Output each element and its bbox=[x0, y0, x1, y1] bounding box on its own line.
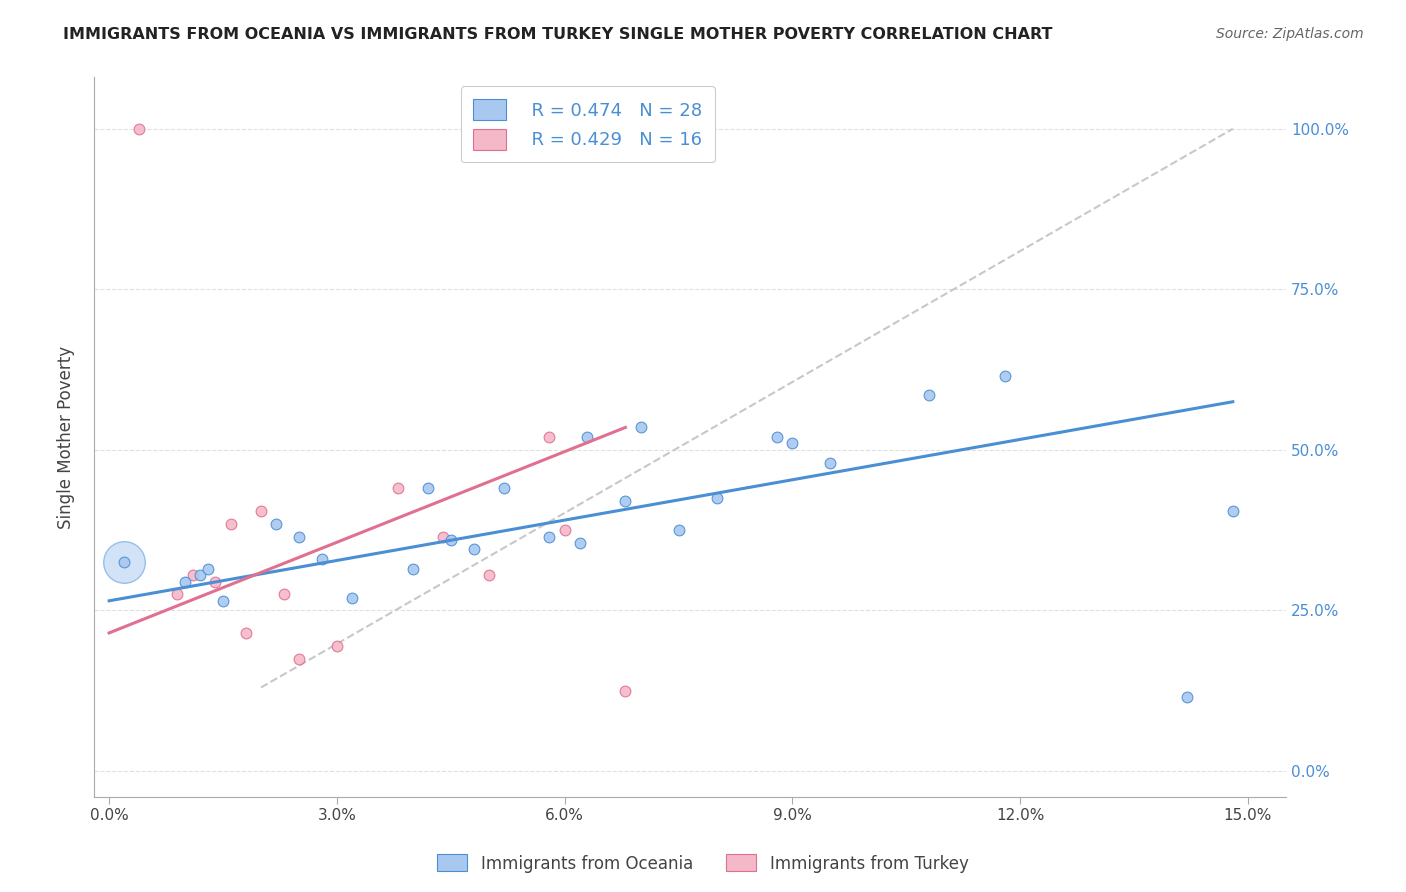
Point bbox=[112, 555, 135, 569]
Y-axis label: Single Mother Poverty: Single Mother Poverty bbox=[58, 345, 75, 529]
Point bbox=[112, 555, 135, 569]
Point bbox=[181, 568, 204, 582]
Point bbox=[402, 562, 425, 576]
Point bbox=[250, 504, 273, 518]
Point bbox=[174, 574, 197, 589]
Point bbox=[820, 456, 842, 470]
Point bbox=[492, 482, 515, 496]
Legend:   R = 0.474   N = 28,   R = 0.429   N = 16: R = 0.474 N = 28, R = 0.429 N = 16 bbox=[461, 87, 714, 162]
Point bbox=[288, 651, 311, 665]
Point bbox=[416, 482, 439, 496]
Point bbox=[1175, 690, 1198, 705]
Point bbox=[766, 430, 789, 444]
Point bbox=[463, 542, 485, 557]
Point bbox=[212, 594, 235, 608]
Point bbox=[340, 591, 363, 605]
Point bbox=[432, 530, 454, 544]
Text: IMMIGRANTS FROM OCEANIA VS IMMIGRANTS FROM TURKEY SINGLE MOTHER POVERTY CORRELAT: IMMIGRANTS FROM OCEANIA VS IMMIGRANTS FR… bbox=[63, 27, 1053, 42]
Point bbox=[288, 530, 311, 544]
Point bbox=[918, 388, 941, 402]
Point bbox=[706, 491, 728, 505]
Point bbox=[614, 494, 637, 508]
Point bbox=[326, 639, 349, 653]
Point bbox=[782, 436, 804, 450]
Point bbox=[1222, 504, 1244, 518]
Point bbox=[311, 552, 333, 566]
Point bbox=[440, 533, 463, 547]
Point bbox=[614, 683, 637, 698]
Point bbox=[128, 121, 150, 136]
Point bbox=[994, 369, 1017, 384]
Point bbox=[554, 523, 576, 537]
Point bbox=[166, 587, 188, 601]
Point bbox=[273, 587, 295, 601]
Point bbox=[538, 430, 561, 444]
Point bbox=[219, 516, 242, 531]
Point bbox=[630, 420, 652, 434]
Point bbox=[668, 523, 690, 537]
Point bbox=[188, 568, 211, 582]
Point bbox=[576, 430, 599, 444]
Point bbox=[568, 536, 591, 550]
Point bbox=[264, 516, 287, 531]
Text: Source: ZipAtlas.com: Source: ZipAtlas.com bbox=[1216, 27, 1364, 41]
Point bbox=[235, 626, 257, 640]
Legend: Immigrants from Oceania, Immigrants from Turkey: Immigrants from Oceania, Immigrants from… bbox=[430, 847, 976, 880]
Point bbox=[538, 530, 561, 544]
Point bbox=[197, 562, 219, 576]
Point bbox=[387, 482, 409, 496]
Point bbox=[478, 568, 501, 582]
Point bbox=[204, 574, 226, 589]
